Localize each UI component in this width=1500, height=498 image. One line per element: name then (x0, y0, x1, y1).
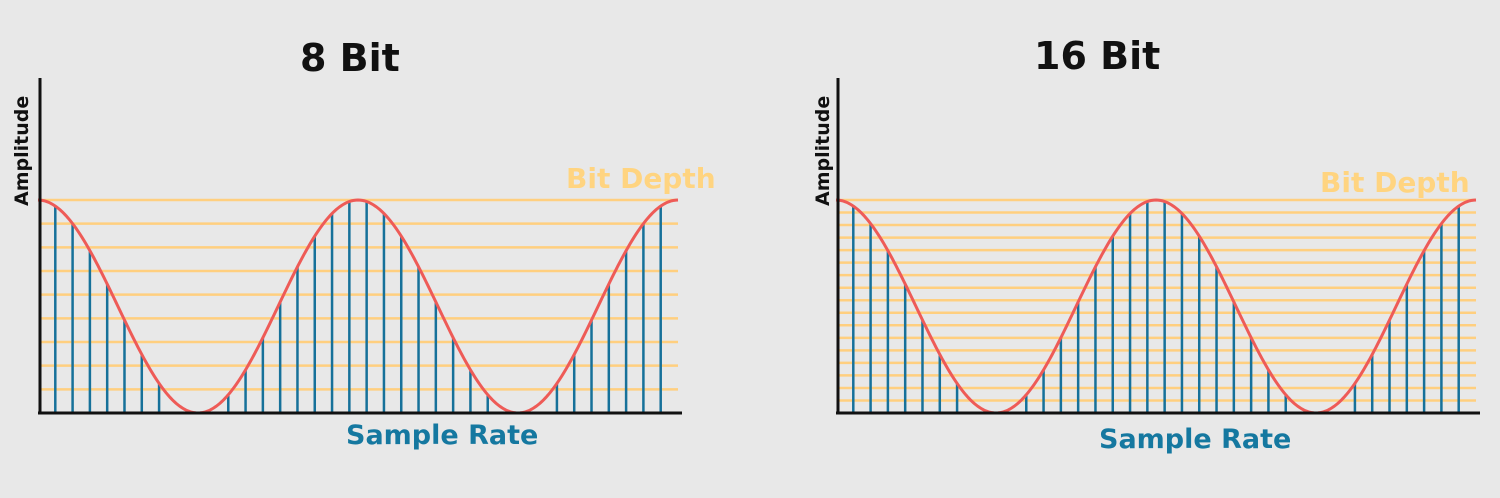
sine-wave (37, 198, 679, 415)
waveform-plot (37, 78, 682, 415)
x-axis-label: Sample Rate (346, 420, 539, 451)
waveform-plot (835, 78, 1480, 415)
x-axis-label: Sample Rate (1099, 424, 1292, 455)
sine-wave (835, 198, 1477, 415)
panel-8-bit: 8 Bit Amplitude Bit Depth Sample Rate (11, 36, 716, 451)
bit-depth-label: Bit Depth (566, 162, 716, 195)
panel-title: 16 Bit (1034, 34, 1161, 78)
panel-title: 8 Bit (300, 36, 400, 80)
bit-depth-label: Bit Depth (1320, 166, 1470, 199)
y-axis-label: Amplitude (812, 95, 834, 206)
